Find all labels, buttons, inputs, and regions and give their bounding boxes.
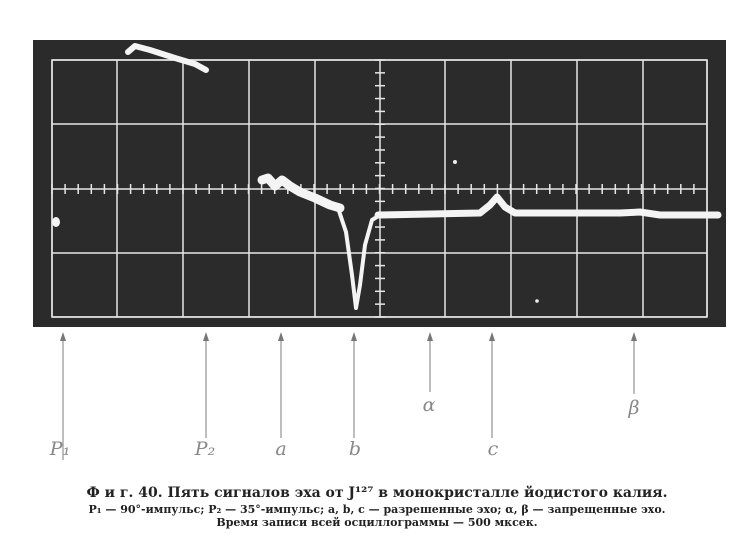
trace-start-dot [52,217,60,227]
figure-caption-note: Время записи всей осциллограммы — 500 мк… [216,516,538,529]
marker-arrow-head [351,332,357,341]
marker-arrow-head [278,332,284,341]
figure-caption-title: Ф и г. 40. Пять сигналов эха от J¹²⁷ в м… [86,485,668,501]
screen-speck [535,299,539,303]
marker-arrow-head [427,332,433,341]
screen-speck [453,160,457,164]
label-b: b [348,438,362,460]
echo-a-trace [257,173,345,213]
marker-arrow-head [60,332,66,341]
label-beta: β [628,397,640,419]
marker-arrows [60,332,637,460]
baseline-trace [374,193,722,219]
marker-arrow-head [489,332,495,341]
label-a: a [275,438,287,460]
pulse-p2-trace [125,43,209,73]
echo-b-trace [336,206,382,310]
oscillogram [33,40,726,460]
label-c: c [487,438,499,460]
signal-trace [52,43,722,310]
label-p2: P₂ [194,438,216,460]
marker-arrow-head [203,332,209,341]
figure-caption-legend: P₁ — 90°-импульс; P₂ — 35°-импульс; a, b… [88,503,666,516]
marker-arrow-head [631,332,637,341]
label-p1: P₁ [49,438,71,460]
grid [51,59,708,318]
label-alpha: α [422,394,436,416]
